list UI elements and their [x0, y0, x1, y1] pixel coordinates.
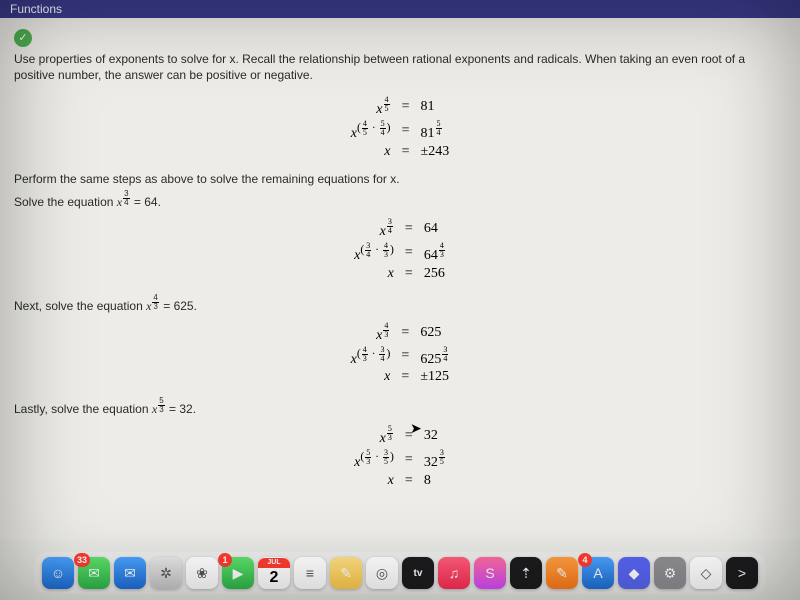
dock-area: ☺✉33✉✲❀▶1JUL2≡✎◎tv♫S⇡✎A4◆⚙◇> [0, 540, 800, 600]
finder-icon[interactable]: ☺ [42, 557, 74, 589]
safari-icon[interactable]: ✲ [150, 557, 182, 589]
equation-block-1: x45 = 81 x(45 · 54) = 8154 x = ±243 [14, 94, 786, 162]
tv-icon[interactable]: tv [402, 557, 434, 589]
discord-icon[interactable]: ◆ [618, 557, 650, 589]
shortcuts-icon[interactable]: S [474, 557, 506, 589]
facetime-icon[interactable]: ▶1 [222, 557, 254, 589]
screen: Functions ✓ Use properties of exponents … [0, 0, 800, 600]
stocks-icon[interactable]: ⇡ [510, 557, 542, 589]
roblox-icon[interactable]: ◇ [690, 557, 722, 589]
reminders-icon[interactable]: ≡ [294, 557, 326, 589]
instruction-text: Use properties of exponents to solve for… [14, 51, 786, 85]
calendar-icon[interactable]: JUL2 [258, 557, 290, 589]
messages-icon[interactable]: ✉33 [78, 557, 110, 589]
lesson-content: ✓ Use properties of exponents to solve f… [0, 18, 800, 540]
step-1b: Solve the equation x34 = 64. [14, 190, 786, 210]
notes-icon[interactable]: ✎ [330, 557, 362, 589]
step-1a: Perform the same steps as above to solve… [14, 172, 786, 186]
badge: 33 [74, 553, 90, 567]
title-text: Functions [10, 2, 62, 16]
terminal-icon[interactable]: > [726, 557, 758, 589]
badge: 1 [218, 553, 232, 567]
equation-block-4: x53 = 32 x(53 · 35) = 3235 x = 8 [14, 423, 786, 491]
preview-icon[interactable]: ✎ [546, 557, 578, 589]
chrome-icon[interactable]: ◎ [366, 557, 398, 589]
music-icon[interactable]: ♫ [438, 557, 470, 589]
appstore-icon[interactable]: A4 [582, 557, 614, 589]
dock: ☺✉33✉✲❀▶1JUL2≡✎◎tv♫S⇡✎A4◆⚙◇> [34, 552, 766, 594]
step-3: Lastly, solve the equation x53 = 32. [14, 397, 786, 417]
app-title-bar: Functions [0, 0, 800, 18]
equation-block-3: x43 = 625 x(43 · 34) = 62534 x = ±125 [14, 320, 786, 388]
photos-icon[interactable]: ❀ [186, 557, 218, 589]
check-icon: ✓ [14, 29, 32, 47]
mail-icon[interactable]: ✉ [114, 557, 146, 589]
settings-icon[interactable]: ⚙ [654, 557, 686, 589]
badge: 4 [578, 553, 592, 567]
equation-block-2: x34 = 64 x(34 · 43) = 6443 x = 256 [14, 216, 786, 284]
step-2: Next, solve the equation x43 = 625. [14, 294, 786, 314]
